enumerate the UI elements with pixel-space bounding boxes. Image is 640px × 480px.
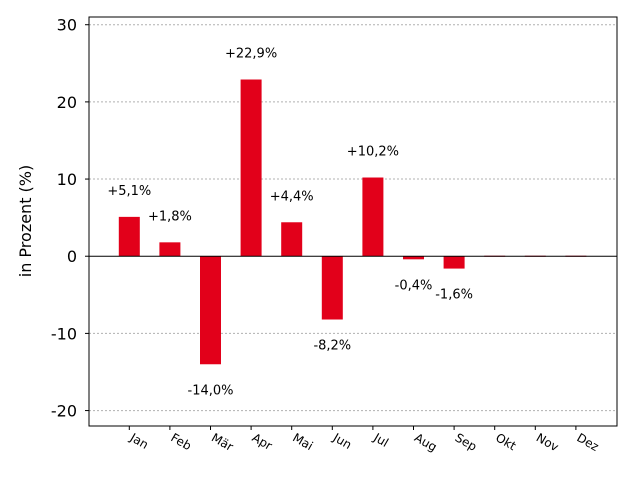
x-tick-label: Okt [493, 430, 519, 453]
bar [321, 256, 343, 320]
bar [118, 216, 140, 257]
bar [281, 222, 303, 257]
bar [403, 256, 424, 260]
x-tick-label: Mai [290, 430, 315, 453]
bar-value-label: +4,4% [270, 189, 314, 204]
y-tick-label: -20 [51, 402, 77, 421]
x-axis-ticks: Jan Feb Mär Apr Mai Jun Jul Aug Sep Okt Nov Dez [127, 426, 601, 454]
bar-value-label: -0,4% [395, 278, 433, 293]
x-tick-label: Sep [453, 430, 480, 453]
bar-value-label: +22,9% [225, 47, 277, 62]
plot-frame [88, 16, 618, 427]
y-tick-label: 20 [57, 93, 77, 112]
bar [240, 79, 262, 257]
x-tick-label: Aug [412, 430, 439, 454]
x-tick-label: Nov [534, 430, 561, 454]
bar-value-label: +1,8% [148, 209, 192, 224]
bar-value-label: +5,1% [107, 184, 151, 199]
y-tick-label: 0 [67, 247, 77, 266]
bar-value-label: -14,0% [188, 383, 234, 398]
x-tick-label: Jul [371, 430, 391, 450]
x-tick-label: Dez [574, 430, 601, 454]
x-tick-label: Mär [209, 430, 236, 453]
bar [159, 242, 181, 257]
y-tick-label: -10 [51, 324, 77, 343]
bar-value-label: -8,2% [313, 339, 351, 354]
y-axis-ticks: -20 -10 0 10 20 30 [51, 16, 89, 421]
bar-value-label: -1,6% [435, 288, 473, 303]
bar [443, 256, 465, 269]
bar [362, 177, 384, 257]
bar-value-label: +10,2% [347, 145, 399, 160]
bar [200, 256, 221, 365]
x-tick-label: Jan [127, 430, 151, 452]
x-tick-label: Feb [168, 430, 193, 453]
x-tick-label: Apr [250, 430, 275, 453]
y-tick-label: 30 [57, 16, 77, 35]
bars [118, 79, 587, 365]
x-tick-label: Jun [330, 430, 354, 452]
y-axis-label: in Prozent (%) [16, 165, 35, 277]
y-tick-label: 10 [57, 170, 77, 189]
grid-lines [89, 24, 617, 412]
data-labels: +5,1% +1,8% -14,0% +22,9% +4,4% -8,2% +10,2% -0… [107, 47, 473, 399]
